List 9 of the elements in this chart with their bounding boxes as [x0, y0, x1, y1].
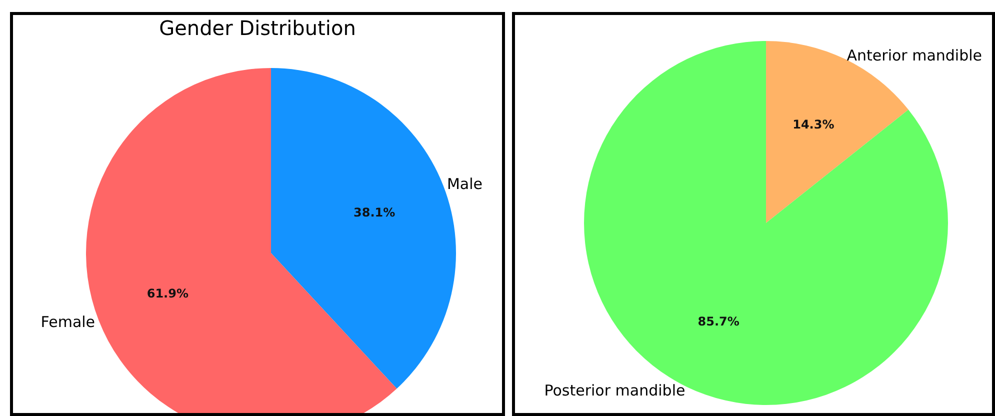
slice-label: Female — [40, 313, 96, 332]
data-label: 38.1% — [354, 205, 396, 220]
data-label: 61.9% — [146, 286, 188, 301]
data-label: 85.7% — [698, 314, 740, 328]
slice-label: Male — [446, 174, 482, 193]
slice-label: Anterior mandible — [846, 46, 982, 64]
slice-label: Posterior mandible — [544, 382, 686, 400]
chart-title: Gender Distribution — [159, 16, 356, 40]
data-label: 14.3% — [792, 118, 834, 132]
